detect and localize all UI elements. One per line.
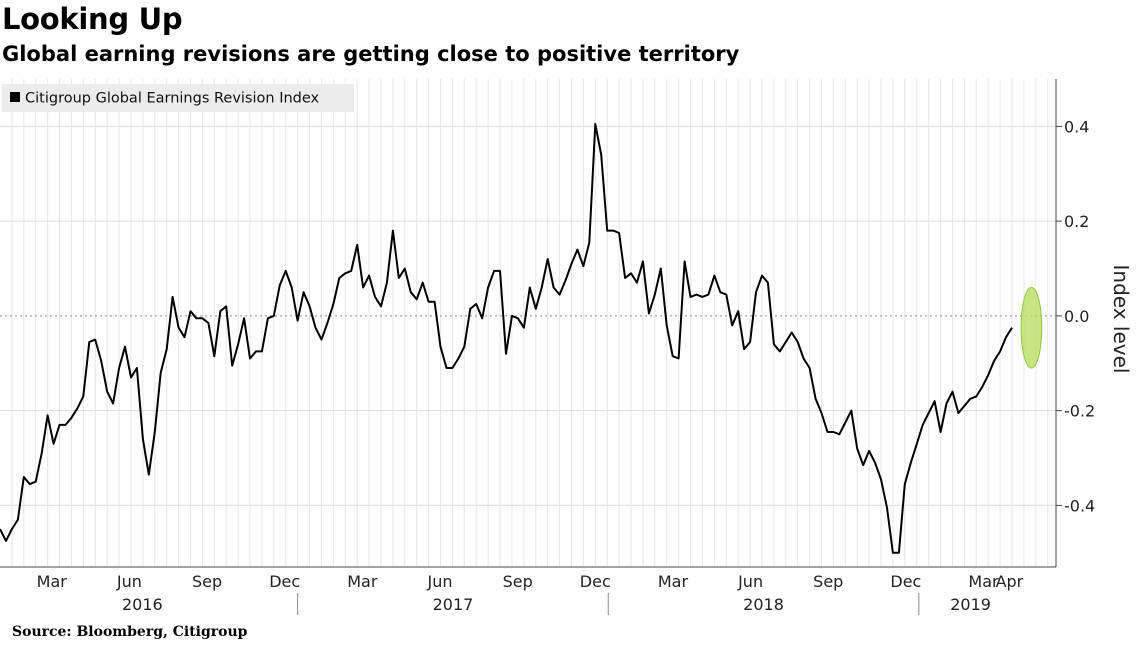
legend: Citigroup Global Earnings Revision Index [2,84,354,112]
x-tick-label: Dec [890,572,921,591]
x-year-label: 2017 [433,595,474,614]
highlight-layer [1020,286,1043,369]
legend-swatch [10,92,20,102]
x-tick-label: Mar [37,572,68,591]
y-tick-label: 0.0 [1064,307,1089,326]
legend-label: Citigroup Global Earnings Revision Index [25,91,320,107]
y-tick-label: 0.2 [1064,212,1089,231]
y-axis-label: Index level [1109,265,1133,374]
source-note: Source: Bloomberg, Citigroup [12,624,248,640]
x-tick-label: Jun [427,572,453,591]
x-tick-label: Apr [996,572,1024,591]
x-tick-label: Dec [269,572,300,591]
x-tick-label: Sep [192,572,222,591]
series-line-0 [0,123,1013,554]
legend-box [2,84,354,112]
highlight-ellipse [1020,286,1043,369]
axes: -0.4 -0.2 0.0 0.2 0.4 Index level Mar Jun Sep Dec… [0,79,1133,615]
x-tick-label: Jun [116,572,142,591]
plot-area [0,79,1056,567]
x-tick-label: Sep [813,572,843,591]
y-tick-label: -0.2 [1064,402,1095,421]
x-year-label: 2019 [950,595,991,614]
x-tick-label: Mar [658,572,689,591]
x-tick-label: Jun [737,572,763,591]
x-tick-label: Mar [968,572,999,591]
series-layer [0,123,1013,554]
y-tick-label: 0.4 [1064,117,1089,136]
x-tick-label: Sep [503,572,533,591]
chart-title: Looking Up [2,2,183,36]
gridlines [0,79,1056,567]
y-tick-label: -0.4 [1064,496,1095,515]
x-year-label: 2016 [122,595,163,614]
chart-subtitle: Global earning revisions are getting clo… [2,42,740,66]
x-tick-label: Dec [580,572,611,591]
x-year-label: 2018 [743,595,784,614]
x-tick-label: Mar [347,572,378,591]
